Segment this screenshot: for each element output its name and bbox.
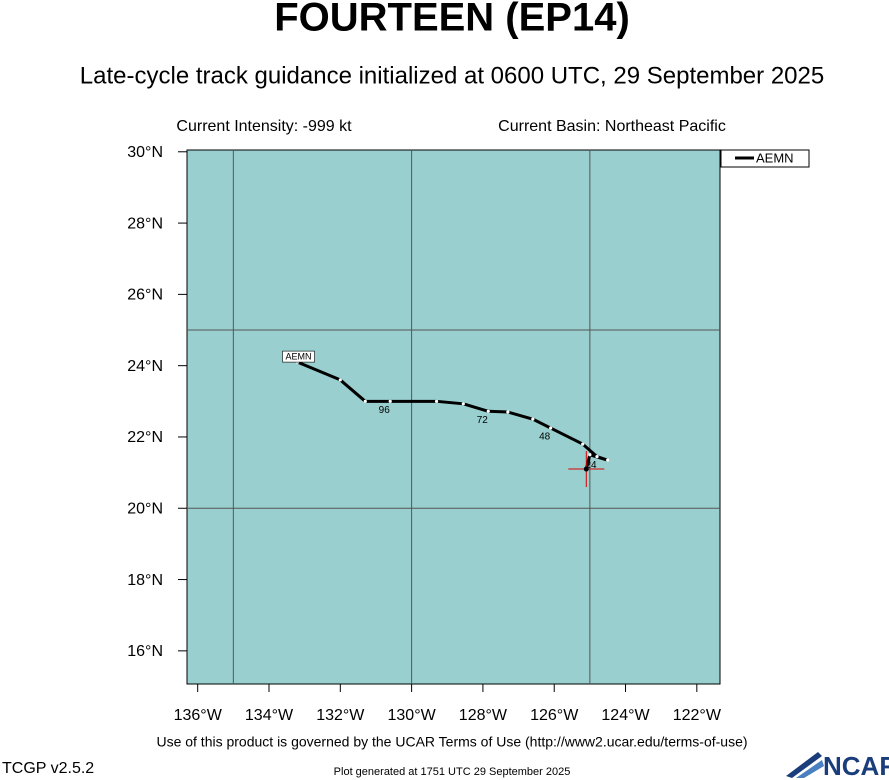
intensity: Current Intensity: -999 kt	[176, 118, 352, 135]
x-tick-label: 132°W	[316, 707, 365, 724]
logo-text: NCAR	[823, 751, 889, 780]
y-tick-label: 22°N	[127, 429, 163, 446]
current-position	[583, 466, 589, 472]
y-tick-label: 16°N	[127, 643, 163, 660]
terms: Use of this product is governed by the U…	[156, 734, 747, 750]
track-point	[531, 417, 535, 421]
x-tick-label: 136°W	[174, 707, 223, 724]
track-point	[506, 410, 510, 414]
hour-label: 24	[585, 460, 597, 471]
y-tick-label: 20°N	[127, 500, 163, 517]
track-point	[388, 399, 392, 403]
track-point	[338, 378, 342, 382]
y-tick-label: 28°N	[127, 215, 163, 232]
track-point	[549, 426, 553, 430]
track-point	[595, 454, 599, 459]
x-tick-label: 130°W	[388, 707, 437, 724]
track-point	[461, 402, 465, 406]
x-tick-label: 126°W	[530, 707, 579, 724]
end-label-box	[282, 350, 315, 363]
track-point	[588, 453, 592, 457]
version: TCGP v2.5.2	[2, 760, 94, 777]
x-tick-label: 128°W	[459, 707, 508, 724]
track-point	[434, 399, 439, 403]
title: FOURTEEN (EP14)	[274, 0, 630, 40]
logo-mark	[796, 760, 824, 778]
legend: AEMN	[720, 149, 810, 168]
subtitle: Late-cycle track guidance initialized at…	[80, 62, 824, 89]
logo: NCAR	[786, 751, 889, 780]
legend-box	[720, 149, 810, 168]
x-tick-label: 124°W	[601, 707, 650, 724]
track-point	[606, 458, 610, 462]
basin: Current Basin: Northeast Pacific	[498, 118, 726, 135]
x-tick-label: 134°W	[245, 707, 294, 724]
logo-mark	[786, 752, 822, 778]
hour-label: 96	[379, 405, 391, 416]
y-tick-label: 30°N	[127, 144, 163, 161]
track-point	[486, 409, 490, 413]
map-area	[186, 149, 721, 685]
y-tick-label: 26°N	[127, 287, 163, 304]
track-point	[363, 399, 367, 403]
x-tick-label: 122°W	[673, 707, 722, 724]
generated: Plot generated at 1751 UTC 29 September …	[334, 766, 571, 778]
track-point	[581, 442, 585, 446]
hour-label: 72	[477, 415, 489, 426]
y-tick-label: 18°N	[127, 572, 163, 589]
hour-label: 48	[539, 432, 551, 443]
y-tick-label: 24°N	[127, 358, 163, 375]
legend-label: AEMN	[756, 150, 794, 165]
end-label: AEMN	[286, 351, 312, 361]
